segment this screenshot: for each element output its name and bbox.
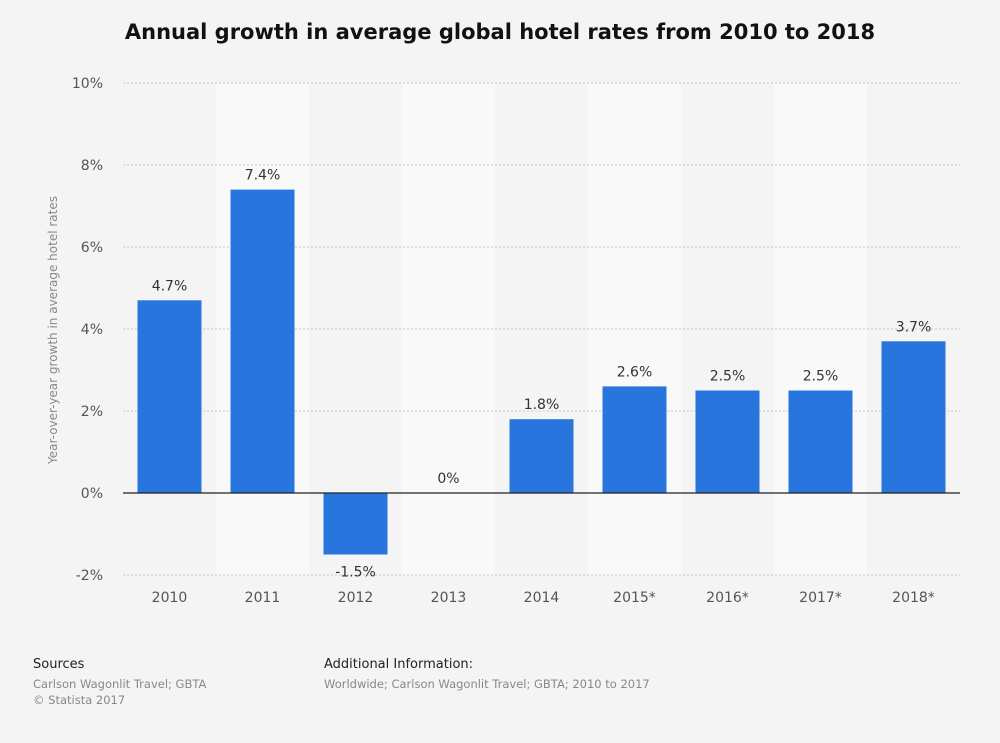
bar-2011 xyxy=(230,189,295,493)
y-axis-ticks: -2% 0% 2% 4% 6% 8% 10% xyxy=(72,76,103,584)
data-label: 0% xyxy=(437,471,459,487)
sources-line: Carlson Wagonlit Travel; GBTA xyxy=(33,677,207,691)
y-tick-label: -2% xyxy=(76,568,103,584)
chart-title: Annual growth in average global hotel ra… xyxy=(124,20,876,44)
x-tick-label: 2011 xyxy=(245,590,281,606)
x-axis-ticks: 2010 2011 2012 2013 2014 2015* 2016* 2017* 2018* xyxy=(152,590,935,606)
bar-chart: -2% 0% 2% 4% 6% 8% 10% 4.7% 7.4% -1.5% 0% 1.8% 2.6%… xyxy=(46,76,960,606)
bar-2017 xyxy=(788,390,853,493)
data-labels: 4.7% 7.4% -1.5% 0% 1.8% 2.6% 2.5% 2.5% 3.7% xyxy=(152,168,932,581)
data-label: 2.5% xyxy=(803,369,839,385)
x-tick-label: 2010 xyxy=(152,590,188,606)
y-tick-label: 2% xyxy=(81,404,103,420)
bar-2010 xyxy=(137,300,202,493)
bar-2014 xyxy=(509,419,574,493)
bar-2012 xyxy=(323,493,388,555)
data-label: 7.4% xyxy=(245,168,281,184)
x-tick-label: 2017* xyxy=(799,590,842,606)
x-tick-label: 2015* xyxy=(613,590,656,606)
additional-info-block: Additional Information: Worldwide; Carls… xyxy=(324,657,650,692)
data-label: 2.5% xyxy=(710,369,746,385)
copyright-line: © Statista 2017 xyxy=(33,693,126,707)
y-tick-label: 8% xyxy=(81,158,103,174)
x-tick-label: 2013 xyxy=(431,590,467,606)
additional-info-heading: Additional Information: xyxy=(324,657,474,672)
x-tick-label: 2016* xyxy=(706,590,749,606)
y-tick-label: 0% xyxy=(81,486,103,502)
x-tick-label: 2018* xyxy=(892,590,935,606)
y-tick-label: 4% xyxy=(81,322,103,338)
sources-block: Sources Carlson Wagonlit Travel; GBTA © … xyxy=(33,657,206,708)
y-tick-label: 6% xyxy=(81,240,103,256)
data-label: -1.5% xyxy=(335,565,376,581)
bar-2018 xyxy=(881,341,946,493)
y-tick-label: 10% xyxy=(72,76,103,92)
additional-info-line: Worldwide; Carlson Wagonlit Travel; GBTA… xyxy=(324,677,650,691)
data-label: 1.8% xyxy=(524,397,560,413)
data-label: 4.7% xyxy=(152,278,188,294)
y-axis-label: Year-over-year growth in average hotel r… xyxy=(46,196,60,465)
bars xyxy=(137,189,946,555)
data-label: 3.7% xyxy=(896,319,932,335)
x-tick-label: 2014 xyxy=(524,590,560,606)
data-label: 2.6% xyxy=(617,364,653,380)
x-tick-label: 2012 xyxy=(338,590,374,606)
sources-heading: Sources xyxy=(33,657,85,672)
bar-2016 xyxy=(695,390,760,493)
bar-2015 xyxy=(602,386,667,493)
